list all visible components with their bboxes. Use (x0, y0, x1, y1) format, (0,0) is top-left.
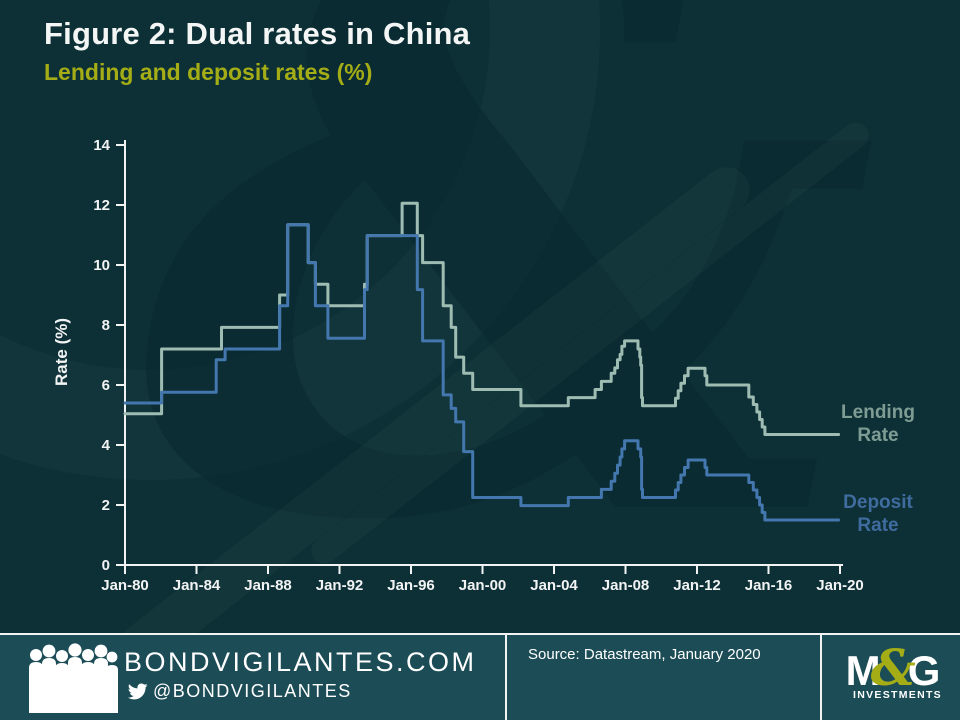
x-tick-label: Jan-20 (816, 577, 864, 594)
people-silhouette-icon (29, 643, 118, 713)
y-tick-label: 12 (93, 197, 110, 214)
y-tick-label: 6 (102, 377, 110, 394)
deposit-rate-label: Deposit Rate (843, 492, 913, 536)
x-tick-label: Jan-00 (459, 577, 507, 594)
footer-divider (820, 635, 822, 720)
y-tick-label: 10 (93, 257, 110, 274)
x-tick-label: Jan-84 (173, 577, 221, 594)
twitter-bird-icon (127, 683, 148, 700)
y-axis-title: Rate (%) (52, 318, 71, 386)
y-tick-label: 4 (102, 437, 111, 454)
source-text: Source: Datastream, January 2020 (528, 646, 761, 663)
logo-investments-text: INVESTMENTS (853, 689, 942, 701)
logo-letter-m: M (845, 647, 881, 694)
lending-rate-label: Lending Rate (841, 402, 915, 446)
y-tick-label: 0 (102, 557, 110, 574)
x-tick-label: Jan-80 (101, 577, 149, 594)
y-tick-label: 8 (102, 317, 110, 334)
twitter-handle: @BONDVIGILANTES (153, 681, 352, 701)
x-tick-label: Jan-92 (316, 577, 364, 594)
x-tick-label: Jan-96 (387, 577, 435, 594)
page-title: Figure 2: Dual rates in China (44, 16, 471, 51)
x-tick-label: Jan-08 (602, 577, 650, 594)
x-tick-label: Jan-12 (673, 577, 721, 594)
y-tick-label: 2 (102, 497, 110, 514)
logo-ampersand: & (870, 638, 916, 697)
x-tick-label: Jan-16 (745, 577, 793, 594)
x-tick-label: Jan-04 (530, 577, 578, 594)
mg-investments-logo: M&G INVESTMENTS (842, 643, 942, 702)
logo-letter-g: G (907, 647, 941, 694)
header: Figure 2: Dual rates in China Lending an… (44, 16, 470, 86)
lending-rate-line (123, 201, 841, 436)
page-subtitle: Lending and deposit rates (%) (44, 59, 373, 85)
footer: BONDVIGILANTES.COM @BONDVIGILANTES Sourc… (0, 633, 960, 720)
rates-chart: 0 2 4 6 8 10 12 14 Jan-80 Jan-84 Jan-88 Jan-92 Jan-9… (52, 137, 864, 594)
footer-divider (505, 635, 507, 720)
deposit-rate-line (123, 223, 841, 522)
x-tick-label: Jan-88 (244, 577, 292, 594)
site-name: BONDVIGILANTES.COM (124, 647, 477, 677)
y-tick-label: 14 (93, 137, 110, 154)
twitter-row: @BONDVIGILANTES (127, 681, 352, 702)
